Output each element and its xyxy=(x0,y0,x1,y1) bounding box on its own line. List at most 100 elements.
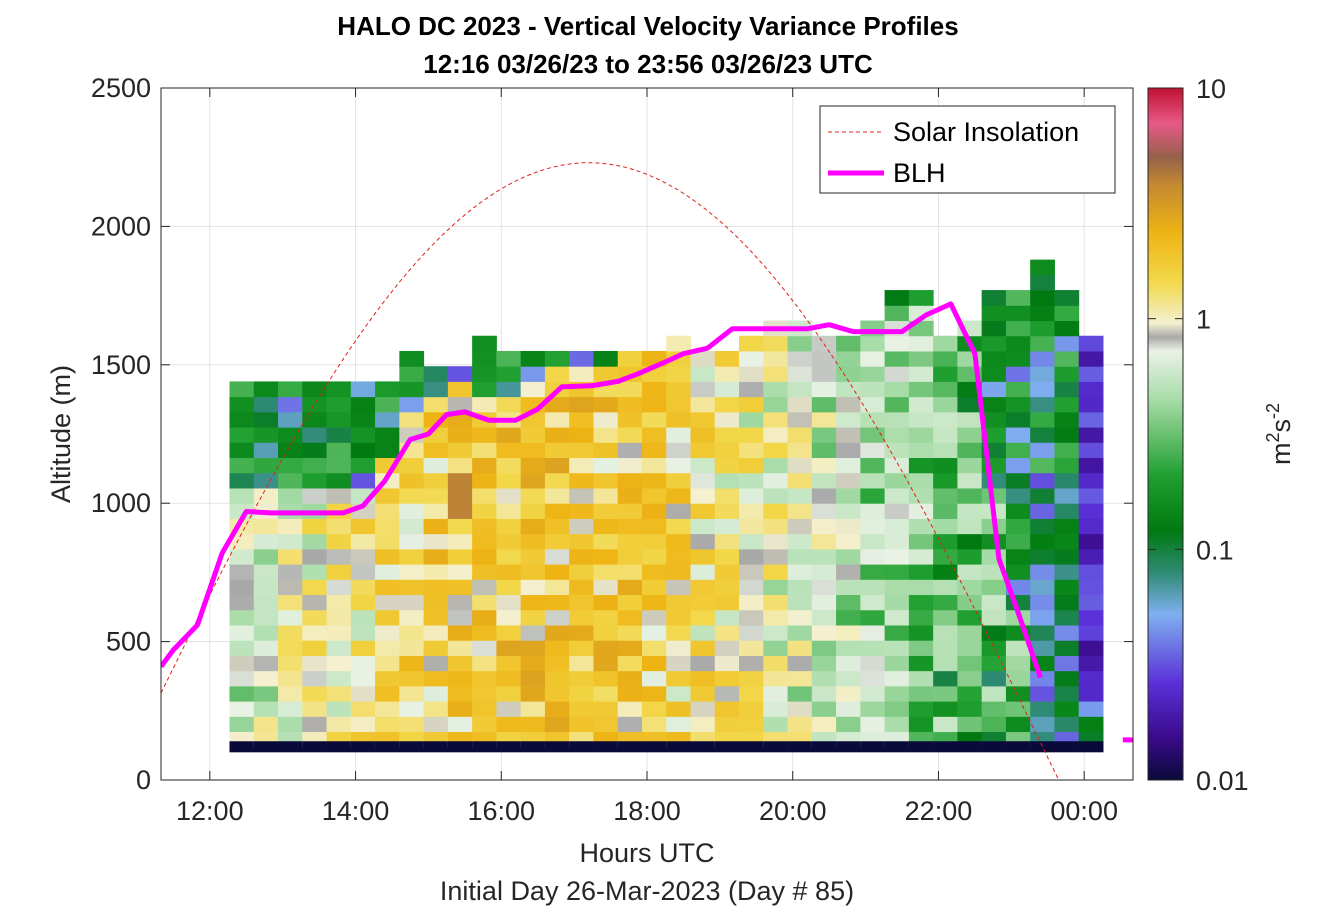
heatmap-cell xyxy=(399,503,425,519)
heatmap-cell xyxy=(302,487,328,504)
heatmap-cell xyxy=(593,609,619,626)
heatmap-cell xyxy=(690,701,716,717)
heatmap-cell xyxy=(229,670,255,687)
heatmap-cell xyxy=(617,685,643,702)
heatmap-cell xyxy=(739,594,764,611)
heatmap-cell xyxy=(860,396,886,413)
heatmap-cell xyxy=(641,609,667,626)
heatmap-cell xyxy=(520,442,546,459)
y-axis-label: Altitude (m) xyxy=(46,365,76,503)
heatmap-cell xyxy=(278,518,303,535)
heatmap-cell xyxy=(496,533,522,550)
heatmap-cell xyxy=(593,457,619,474)
heatmap-cell xyxy=(739,685,764,702)
heatmap-cell xyxy=(569,701,594,717)
heatmap-cell xyxy=(641,442,667,459)
heatmap-cell xyxy=(1030,427,1055,443)
heatmap-cell xyxy=(908,701,934,717)
heatmap-cell xyxy=(350,381,376,398)
colorbar-tick-label: 1 xyxy=(1196,305,1211,335)
heatmap-cell xyxy=(884,579,910,596)
heatmap-cell xyxy=(544,442,570,459)
heatmap-cell xyxy=(981,381,1007,398)
heatmap-cell xyxy=(253,564,279,580)
heatmap-cell xyxy=(957,503,983,519)
heatmap-cell xyxy=(763,335,789,352)
heatmap-cell xyxy=(569,579,594,596)
heatmap-cell-surface xyxy=(908,741,934,753)
heatmap-cell xyxy=(714,670,740,687)
heatmap-cell xyxy=(763,503,789,519)
heatmap-cell xyxy=(981,350,1007,367)
heatmap-cell xyxy=(569,518,594,535)
heatmap-cell xyxy=(593,472,619,489)
heatmap-cell xyxy=(787,609,813,626)
heatmap-cell xyxy=(496,624,522,641)
heatmap-cell xyxy=(811,366,837,382)
heatmap-cell xyxy=(1005,381,1031,398)
heatmap-cell xyxy=(229,640,255,656)
heatmap-cell xyxy=(423,640,449,656)
heatmap-cell xyxy=(739,518,764,535)
colorbar-label: m2s-2 xyxy=(1263,403,1296,465)
heatmap-cell xyxy=(447,640,473,656)
heatmap-cell xyxy=(763,396,789,413)
heatmap-cell xyxy=(763,579,789,596)
heatmap-cell xyxy=(641,457,667,474)
heatmap-cell xyxy=(375,716,400,733)
heatmap-cell xyxy=(957,640,983,656)
heatmap-cell xyxy=(423,564,449,580)
heatmap-cell-surface xyxy=(739,741,764,753)
heatmap-cell xyxy=(520,624,546,641)
heatmap-cell xyxy=(690,427,716,443)
heatmap-cell xyxy=(666,381,691,398)
heatmap-cell xyxy=(714,594,740,611)
heatmap-cell xyxy=(1054,335,1080,352)
heatmap-cell xyxy=(666,579,691,596)
heatmap-cell xyxy=(326,487,352,504)
heatmap-cell xyxy=(1078,518,1104,535)
heatmap-cell xyxy=(278,594,303,611)
heatmap-cell xyxy=(908,548,934,565)
heatmap-cell xyxy=(1078,670,1104,687)
heatmap-cell xyxy=(569,533,594,550)
heatmap-cell xyxy=(666,640,691,656)
heatmap-cell xyxy=(326,411,352,428)
heatmap-cell xyxy=(423,701,449,717)
heatmap-cell xyxy=(569,396,594,413)
heatmap-cell xyxy=(884,366,910,382)
heatmap-cell xyxy=(714,503,740,519)
heatmap-cell xyxy=(714,716,740,733)
heatmap-cell xyxy=(326,427,352,443)
heatmap-cell xyxy=(811,442,837,459)
heatmap-cell xyxy=(399,411,425,428)
heatmap-cell xyxy=(569,427,594,443)
heatmap-cell xyxy=(739,503,764,519)
heatmap-cell xyxy=(520,609,546,626)
heatmap-cell xyxy=(302,579,328,596)
heatmap-cell xyxy=(1078,579,1104,596)
heatmap-cell xyxy=(229,442,255,459)
heatmap-cell xyxy=(811,487,837,504)
heatmap-cell xyxy=(593,670,619,687)
heatmap-cell xyxy=(933,366,958,382)
heatmap-cell xyxy=(1054,579,1080,596)
heatmap-cell xyxy=(714,548,740,565)
heatmap-cell xyxy=(714,624,740,641)
heatmap-cell xyxy=(472,381,497,398)
heatmap-cell xyxy=(908,487,934,504)
heatmap-cell xyxy=(472,350,497,367)
heatmap-cell xyxy=(908,350,934,367)
heatmap-cell xyxy=(447,701,473,717)
heatmap-cell xyxy=(884,457,910,474)
heatmap-cell xyxy=(666,396,691,413)
heatmap-cell xyxy=(690,564,716,580)
heatmap-cell xyxy=(447,716,473,733)
heatmap-cell xyxy=(472,685,497,702)
heatmap-cell-surface xyxy=(714,741,740,753)
heatmap-cell xyxy=(836,518,861,535)
heatmap-cell xyxy=(496,396,522,413)
heatmap-cell xyxy=(569,548,594,565)
heatmap-cell xyxy=(714,564,740,580)
heatmap-cell xyxy=(957,472,983,489)
